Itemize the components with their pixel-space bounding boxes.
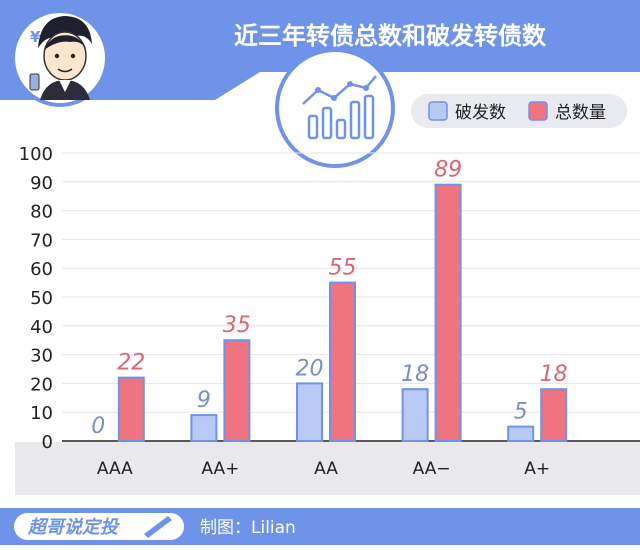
data-label: 22 [117, 351, 145, 376]
bar [296, 382, 323, 442]
y-tick-label: 60 [30, 259, 53, 280]
data-label: 55 [329, 256, 357, 281]
avatar: ¥ [11, 9, 109, 107]
data-label: 9 [197, 388, 211, 413]
y-tick-label: 40 [30, 317, 53, 338]
legend-swatch-1 [428, 101, 448, 121]
y-axis: 0 10 20 30 40 50 60 70 80 90 100 [19, 144, 53, 453]
data-label: 0 [91, 414, 105, 439]
legend: 破发数 总数量 [411, 94, 627, 128]
bar [329, 281, 356, 442]
brand-pill [14, 513, 184, 540]
x-axis: AAA AA+ AA AA− A+ [97, 459, 550, 479]
y-tick-label: 0 [42, 432, 53, 453]
y-tick-label: 100 [19, 144, 53, 165]
x-tick-label: A+ [524, 459, 550, 479]
y-tick-label: 10 [30, 403, 53, 424]
data-label: 89 [434, 158, 462, 183]
bar [434, 183, 462, 442]
y-tick-label: 70 [30, 230, 53, 251]
data-label: 18 [540, 362, 568, 387]
bar-line-chart-icon [275, 48, 395, 168]
data-label: 18 [401, 362, 429, 387]
x-tick-label: AAA [97, 459, 133, 479]
data-label: 20 [296, 356, 324, 381]
data-label: 5 [514, 400, 528, 425]
legend-label-1: 破发数 [455, 103, 506, 123]
bar [117, 376, 145, 443]
y-tick-label: 50 [30, 288, 53, 309]
chart-title: 近三年转债总数和破发转债数 [234, 22, 547, 50]
y-tick-label: 20 [30, 374, 53, 395]
bar [401, 388, 429, 443]
footer-brand: 超哥说定投 [27, 517, 120, 538]
svg-text:¥: ¥ [30, 28, 41, 46]
legend-swatch-2 [528, 101, 548, 121]
x-axis-band [15, 442, 640, 495]
x-tick-label: AA− [413, 459, 451, 479]
bar [223, 339, 251, 443]
legend-label-2: 总数量 [555, 103, 606, 123]
pencil-icon [144, 516, 172, 538]
bar [540, 388, 568, 443]
x-tick-label: AA [314, 459, 338, 479]
y-tick-label: 80 [30, 202, 53, 223]
y-tick-label: 90 [30, 173, 53, 194]
footer-credit: 制图：Lilian [200, 518, 296, 538]
bar [507, 425, 535, 443]
bar [190, 414, 218, 442]
x-tick-label: AA+ [201, 459, 239, 479]
data-label: 35 [223, 313, 251, 338]
y-tick-label: 30 [30, 346, 53, 367]
bars: 0 22 9 35 20 55 18 89 5 18 [91, 158, 568, 443]
cartoon-avatar-icon: ¥ [29, 16, 92, 100]
